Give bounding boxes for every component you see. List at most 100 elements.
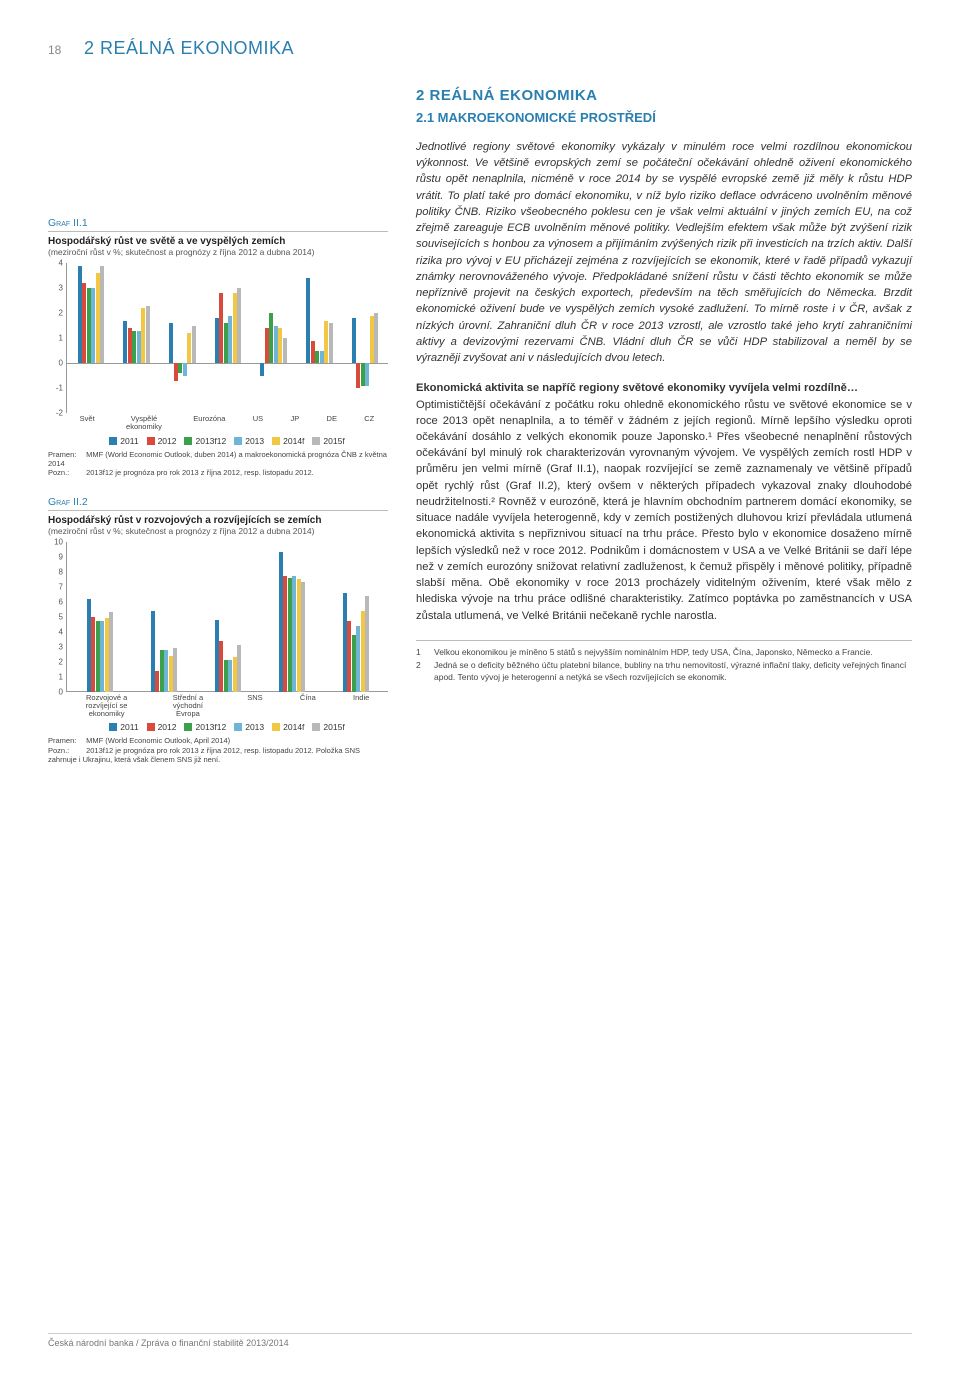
x-label: Indie <box>353 694 369 719</box>
legend-label: 2013f12 <box>195 436 226 446</box>
legend-item: 2012 <box>147 722 177 732</box>
bar <box>169 263 173 413</box>
paragraph-2: Ekonomická aktivita se napříč regiony sv… <box>416 380 912 624</box>
chart-1: Graf II.1 Hospodářský růst ve světě a ve… <box>48 217 388 478</box>
legend-label: 2014f <box>283 722 304 732</box>
bar <box>173 542 177 692</box>
legend-item: 2014f <box>272 722 304 732</box>
bar <box>274 263 278 413</box>
bar <box>228 263 232 413</box>
bar <box>155 542 159 692</box>
category-group <box>306 263 333 413</box>
bar <box>192 263 196 413</box>
bar <box>283 263 287 413</box>
category-group <box>169 263 196 413</box>
legend-item: 2013 <box>234 722 264 732</box>
bar <box>347 542 351 692</box>
bar <box>292 542 296 692</box>
bar <box>301 542 305 692</box>
legend-label: 2015f <box>323 722 344 732</box>
bar <box>141 263 145 413</box>
bar <box>109 542 113 692</box>
right-column: 2 REÁLNÁ EKONOMIKA 2.1 MAKROEKONOMICKÉ P… <box>416 87 912 777</box>
bar <box>283 542 287 692</box>
bar <box>315 263 319 413</box>
legend-label: 2012 <box>158 436 177 446</box>
x-label: Střední a východní Evropa <box>166 694 210 719</box>
page: 18 2 REÁLNÁ EKONOMIKA Graf II.1 Hospodář… <box>0 0 960 1376</box>
bar <box>100 263 104 413</box>
bar <box>100 542 104 692</box>
bar <box>87 542 91 692</box>
bar <box>361 542 365 692</box>
bar <box>96 263 100 413</box>
footnote-text: Velkou ekonomikou je míněno 5 států s ne… <box>434 647 873 658</box>
legend-item: 2013f12 <box>184 722 226 732</box>
chart-1-subtitle: (meziroční růst v %; skutečnost a prognó… <box>48 247 388 257</box>
bar <box>237 542 241 692</box>
bar <box>324 263 328 413</box>
legend-label: 2013 <box>245 436 264 446</box>
legend-item: 2013f12 <box>184 436 226 446</box>
y-tick: 2 <box>59 657 63 666</box>
legend-label: 2014f <box>283 436 304 446</box>
legend-item: 2011 <box>109 436 138 446</box>
bar <box>78 263 82 413</box>
bar <box>233 263 237 413</box>
x-label: Vyspělé ekonomiky <box>122 415 166 432</box>
legend-label: 2013 <box>245 722 264 732</box>
x-label: SNS <box>247 694 262 719</box>
paragraph-2-body: Optimističtější očekávání z počátku roku… <box>416 399 912 622</box>
bar <box>311 263 315 413</box>
bar <box>160 542 164 692</box>
chart-1-legend: 201120122013f1220132014f2015f <box>66 436 388 446</box>
x-label: CZ <box>364 415 374 432</box>
right-heading: 2 REÁLNÁ EKONOMIKA <box>416 87 912 104</box>
bar <box>306 263 310 413</box>
bar <box>288 542 292 692</box>
bar <box>343 542 347 692</box>
bar <box>151 542 155 692</box>
footnote: 1Velkou ekonomikou je míněno 5 států s n… <box>416 647 912 658</box>
bar <box>219 542 223 692</box>
bar <box>146 263 150 413</box>
bar <box>278 263 282 413</box>
legend-swatch <box>312 437 320 445</box>
bar <box>215 263 219 413</box>
y-tick: 4 <box>59 259 63 268</box>
category-group <box>215 542 242 692</box>
bar <box>128 263 132 413</box>
y-tick: 7 <box>59 582 63 591</box>
right-subheading: 2.1 MAKROEKONOMICKÉ PROSTŘEDÍ <box>416 110 912 125</box>
bar <box>260 263 264 413</box>
y-tick: 0 <box>59 359 63 368</box>
y-tick: 6 <box>59 597 63 606</box>
x-label: JP <box>290 415 299 432</box>
bar <box>352 263 356 413</box>
legend-swatch <box>234 437 242 445</box>
bar <box>279 542 283 692</box>
category-group <box>123 263 150 413</box>
x-label: Čína <box>300 694 316 719</box>
body-columns: Graf II.1 Hospodářský růst ve světě a ve… <box>48 87 912 777</box>
legend-swatch <box>184 437 192 445</box>
category-group <box>260 263 287 413</box>
bar <box>187 263 191 413</box>
y-tick: 0 <box>59 687 63 696</box>
y-tick: 1 <box>59 672 63 681</box>
legend-label: 2013f12 <box>195 722 226 732</box>
chart-2: Graf II.2 Hospodářský růst v rozvojových… <box>48 496 388 765</box>
legend-item: 2012 <box>147 436 177 446</box>
bar <box>215 542 219 692</box>
bar <box>91 542 95 692</box>
category-group <box>87 542 114 692</box>
chart-2-subtitle: (meziroční růst v %; skutečnost a prognó… <box>48 526 388 536</box>
y-tick: 1 <box>59 334 63 343</box>
x-label: Eurozóna <box>193 415 225 432</box>
category-group <box>352 263 379 413</box>
footnote: 2Jedná se o deficity běžného účtu plateb… <box>416 660 912 683</box>
bar <box>269 263 273 413</box>
y-tick: 10 <box>54 537 63 546</box>
bar <box>356 263 360 413</box>
page-header: 18 2 REÁLNÁ EKONOMIKA <box>48 38 912 59</box>
